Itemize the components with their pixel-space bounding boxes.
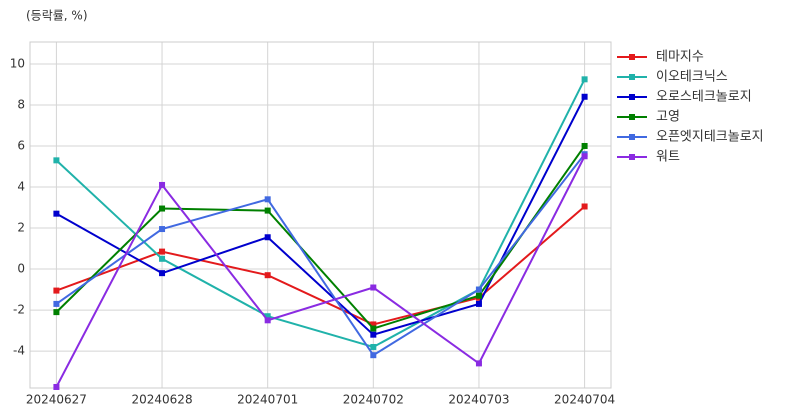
marker	[159, 226, 166, 233]
legend-marker	[629, 94, 635, 100]
x-tick-label: 20240704	[554, 393, 615, 407]
x-tick-label: 20240627	[26, 393, 87, 407]
y-tick-label: 6	[17, 138, 25, 152]
marker	[53, 309, 60, 316]
marker	[264, 313, 271, 320]
marker	[475, 300, 482, 307]
marker	[475, 360, 482, 367]
marker	[53, 383, 60, 390]
legend-label: 오픈엣지테크놀로지	[656, 130, 764, 145]
x-tick-label: 20240628	[132, 393, 193, 407]
y-tick-label: 0	[17, 262, 25, 276]
marker	[370, 321, 377, 328]
marker	[581, 93, 588, 100]
y-tick-label: 10	[10, 56, 25, 70]
marker	[264, 207, 271, 214]
y-tick-label: -4	[13, 344, 25, 358]
marker	[53, 300, 60, 307]
x-tick-label: 20240703	[448, 393, 509, 407]
legend-label: 테마지수	[656, 50, 704, 65]
marker	[370, 284, 377, 291]
marker	[159, 205, 166, 212]
legend-label: 이오테크닉스	[656, 70, 728, 85]
marker	[370, 352, 377, 359]
legend-marker	[629, 54, 635, 60]
legend-marker	[629, 74, 635, 80]
marker	[264, 272, 271, 279]
legend-marker	[629, 114, 635, 120]
marker	[53, 287, 60, 294]
line	[56, 205, 586, 326]
marker	[159, 270, 166, 277]
y-tick-label: -2	[13, 303, 25, 317]
marker	[581, 76, 588, 83]
legend-marker	[629, 134, 635, 140]
y-tick-label: 4	[17, 180, 25, 194]
line	[55, 153, 586, 357]
y-tick-label: 2	[17, 221, 25, 235]
plot-frame	[29, 41, 612, 389]
marker	[370, 331, 377, 338]
marker	[475, 292, 482, 299]
marker	[53, 157, 60, 164]
marker	[370, 343, 377, 350]
line	[55, 145, 586, 330]
marker	[159, 255, 166, 262]
marker	[581, 142, 588, 149]
marker	[581, 203, 588, 210]
marker	[159, 181, 166, 188]
line	[55, 155, 586, 388]
y-tick-label: 8	[17, 97, 25, 111]
x-tick-label: 20240701	[237, 393, 298, 407]
marker	[53, 210, 60, 217]
marker	[581, 153, 588, 160]
legend-label: 고영	[656, 110, 680, 125]
legend-label: 워트	[656, 150, 680, 165]
marker	[264, 317, 271, 324]
marker	[159, 248, 166, 255]
legend-marker	[629, 154, 635, 160]
x-tick-label: 20240702	[343, 393, 404, 407]
chart-title: (등락률, %)	[26, 9, 88, 23]
marker	[475, 286, 482, 293]
marker	[264, 234, 271, 241]
marker	[264, 196, 271, 203]
line	[55, 78, 586, 349]
marker	[370, 325, 377, 332]
legend-label: 오로스테크놀로지	[656, 90, 752, 105]
